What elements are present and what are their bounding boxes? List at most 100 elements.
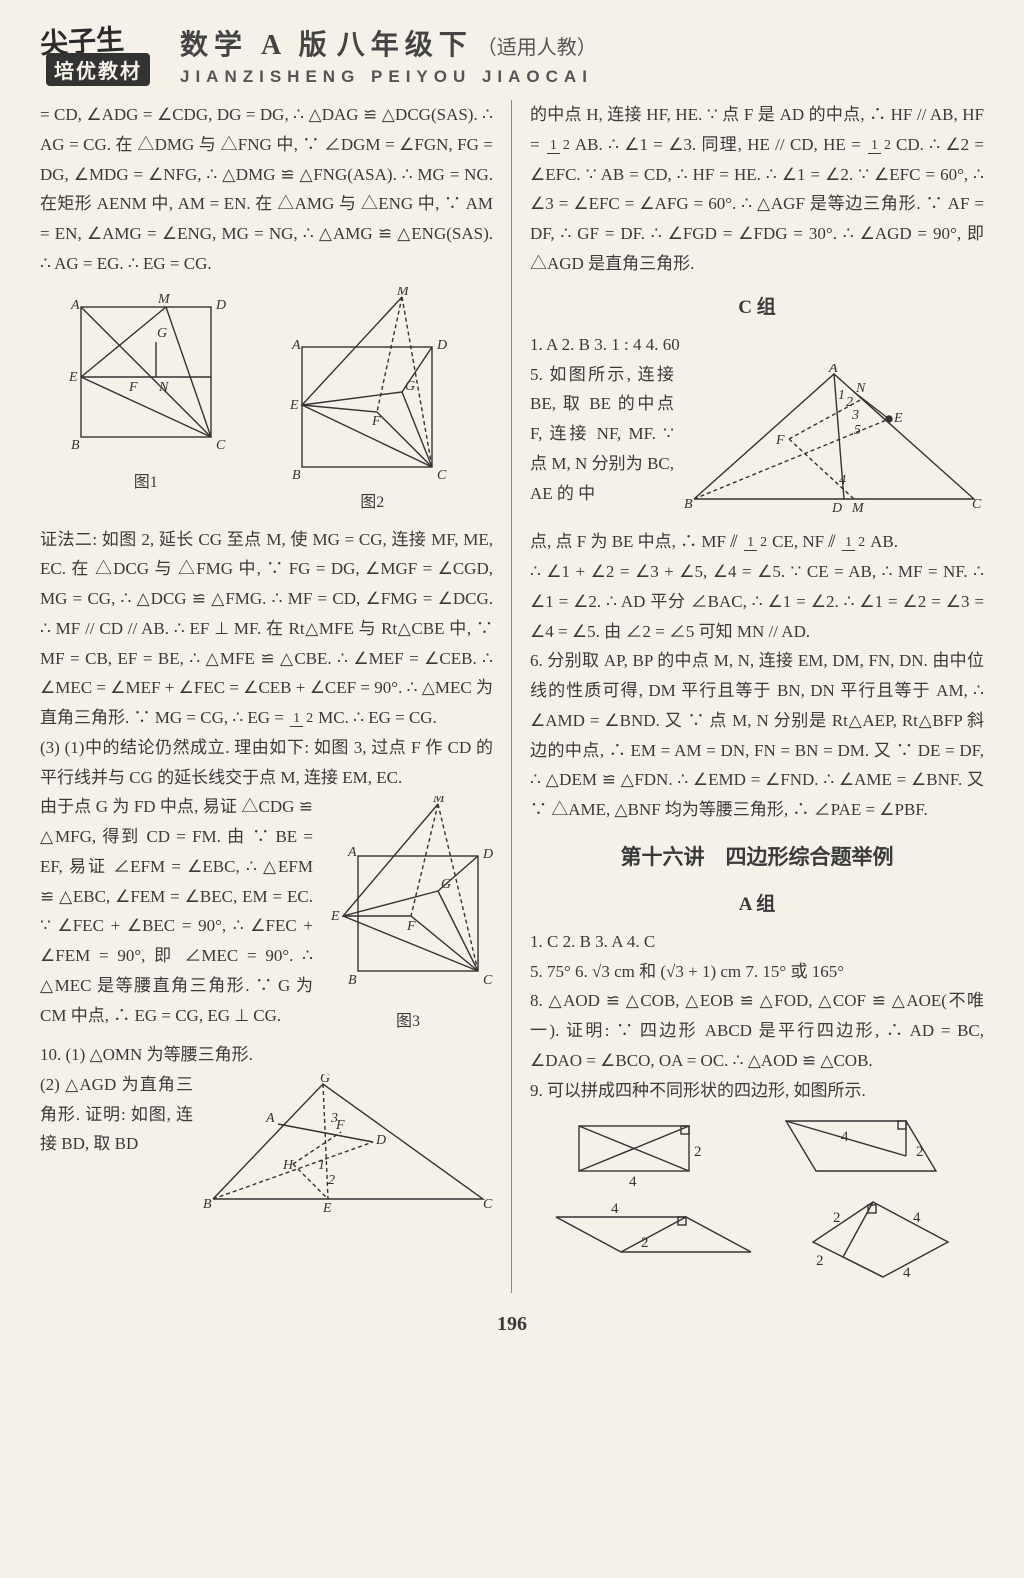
svg-text:M: M [157,292,171,307]
figure-3: M AD EF G BC 图3 [323,796,493,1036]
svg-text:C: C [483,973,493,988]
left-para-2b: MC. ∴ EG = CG. [318,708,437,727]
svg-text:M: M [851,501,865,514]
left-para-2: 证法二: 如图 2, 延长 CG 至点 M, 使 MG = CG, 连接 MF,… [40,525,493,733]
figure-4: G AD F 3 H 12 BEC [203,1074,493,1224]
figure-2-svg: M A D E F G B C [272,287,472,487]
columns: = CD, ∠ADG = ∠CDG, DG = DG, ∴ △DAG ≌ △DC… [40,100,984,1293]
svg-text:D: D [482,847,493,862]
right-column: 的中点 H, 连接 HF, HE. ∵ 点 F 是 AD 的中点, ∴ HF /… [512,100,984,1293]
figure-3-svg: M AD EF G BC [323,796,493,996]
svg-text:M: M [432,796,446,806]
svg-text:E: E [322,1201,332,1214]
page-number: 196 [40,1313,984,1336]
svg-text:B: B [203,1197,212,1212]
svg-text:D: D [375,1133,386,1148]
svg-text:G: G [320,1074,330,1086]
shape-2: 4 2 [776,1111,956,1191]
figure-c5: A NE 12 35 4 F BD MC [684,364,984,524]
svg-text:F: F [128,380,138,395]
shape-3: 4 2 [551,1197,761,1267]
title-pinyin: JIANZISHENG PEIYOU JIAOCAI [180,67,984,87]
svg-text:1: 1 [838,388,845,403]
svg-text:N: N [158,380,169,395]
frac-half-2: 12 [547,139,573,154]
figure-c5-svg: A NE 12 35 4 F BD MC [684,364,984,514]
svg-text:G: G [441,877,451,892]
svg-text:C: C [216,438,226,453]
svg-text:E: E [330,909,340,924]
svg-text:G: G [157,326,167,341]
figure-2-label: 图2 [272,489,472,517]
shape-1-label-a: 2 [694,1144,702,1160]
shape-4: 2 4 2 4 [803,1197,963,1287]
figure-1: A D M E G F N B C 图1 [61,287,231,517]
svg-text:5: 5 [854,423,861,438]
svg-text:E: E [68,370,78,385]
frac-half-3: 12 [868,139,894,154]
figure-4-svg: G AD F 3 H 12 BEC [203,1074,493,1214]
shapes-row-2: 4 2 2 4 2 4 [530,1197,984,1287]
svg-text:C: C [972,497,982,512]
header: 尖子生 培优教材 数学 A 版 八年级下 （适用人教） JIANZISHENG … [40,20,984,90]
shape-3-label-b: 2 [641,1235,649,1251]
svg-text:F: F [371,414,381,429]
svg-text:A: A [291,338,301,353]
svg-text:G: G [405,379,415,394]
svg-text:2: 2 [328,1173,335,1188]
title-grade: 八年级下 [337,30,473,61]
svg-text:C: C [483,1197,493,1212]
svg-text:E: E [289,398,299,413]
shape-4-label-c: 2 [816,1253,824,1269]
c5b-b: CE, NF ⫽ [772,532,840,551]
shape-3-label-a: 4 [611,1201,619,1217]
svg-text:B: B [684,497,693,512]
right-p1c: CD. ∴ ∠2 = ∠EFC. ∵ AB = CD, ∴ HF = HE. ∴… [530,135,984,273]
right-c5b: 点, 点 F 为 BE 中点, ∴ MF ⫽ 12CE, NF ⫽ 12AB. [530,527,984,557]
svg-text:A: A [70,298,80,313]
shape-4-label-b: 4 [913,1210,921,1226]
svg-text:A: A [265,1111,275,1126]
c5b-a: 点, 点 F 为 BE 中点, ∴ MF ⫽ [530,532,742,551]
title-main: 数学 A 版 [180,30,333,61]
logo-block-text: 培优教材 [46,53,150,86]
shape-1: 2 4 [559,1111,719,1191]
svg-text:N: N [855,381,866,396]
svg-text:E: E [893,411,903,426]
svg-text:F: F [406,919,416,934]
svg-text:M: M [396,287,410,299]
right-a8: 8. △AOD ≌ △COB, △EOB ≌ △FOD, △COF ≌ △AOE… [530,986,984,1075]
left-para-5: 10. (1) △OMN 为等腰三角形. [40,1040,493,1070]
figure-2: M A D E F G B C 图2 [272,287,472,517]
right-para-1: 的中点 H, 连接 HF, HE. ∵ 点 F 是 AD 的中点, ∴ HF /… [530,100,984,279]
figure-1-svg: A D M E G F N B C [61,287,231,467]
figure-1-label: 图1 [61,469,231,497]
svg-text:F: F [775,433,785,448]
svg-text:B: B [71,438,80,453]
left-para-1: = CD, ∠ADG = ∠CDG, DG = DG, ∴ △DAG ≌ △DC… [40,100,493,279]
svg-text:D: D [436,338,447,353]
chapter-title: 第十六讲 四边形综合题举例 [530,839,984,876]
svg-text:3: 3 [851,408,859,423]
svg-text:B: B [292,468,301,483]
shapes-row-1: 2 4 4 2 [530,1111,984,1191]
svg-text:1: 1 [318,1158,325,1173]
figure-row-1-2: A D M E G F N B C 图1 [40,287,493,517]
svg-text:D: D [215,298,226,313]
svg-text:A: A [828,364,838,376]
right-c5-block: A NE 12 35 4 F BD MC 5. 如图所示, 连接 BE, 取 B… [530,360,984,528]
shape-2-label-b: 2 [916,1144,924,1160]
shape-4-label-d: 4 [903,1265,911,1281]
a-answers-1: 1. C 2. B 3. A 4. C [530,927,984,957]
svg-text:H: H [282,1158,294,1173]
a-group-title: A 组 [530,888,984,921]
frac-half-5: 12 [842,536,868,551]
title-block: 数学 A 版 八年级下 （适用人教） JIANZISHENG PEIYOU JI… [180,23,984,87]
left-para-2a: 证法二: 如图 2, 延长 CG 至点 M, 使 MG = CG, 连接 MF,… [40,530,493,728]
c-answers: 1. A 2. B 3. 1 : 4 4. 60 [530,330,984,360]
figure-3-label: 图3 [323,1008,493,1036]
right-c6: 6. 分别取 AP, BP 的中点 M, N, 连接 EM, DM, FN, D… [530,646,984,825]
left-block-6: G AD F 3 H 12 BEC (2) △AGD 为直角三角形. 证明: 如… [40,1070,493,1228]
svg-text:C: C [437,468,447,483]
left-column: = CD, ∠ADG = ∠CDG, DG = DG, ∴ △DAG ≌ △DC… [40,100,512,1293]
